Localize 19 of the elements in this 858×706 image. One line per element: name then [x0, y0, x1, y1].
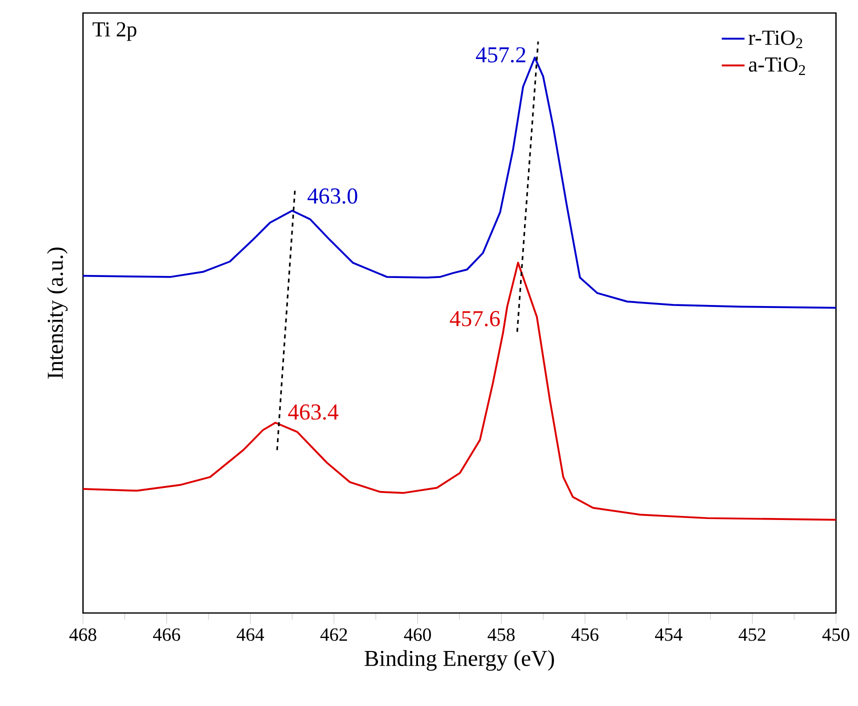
x-tick-label: 464 [236, 628, 264, 641]
text: Ti 2p [92, 22, 136, 41]
x-tick-label: 466 [153, 628, 180, 641]
x-tick-label: 462 [320, 628, 347, 641]
x-tick-label: 450 [822, 628, 850, 641]
y-axis-title: Intensity (a.u.) [47, 248, 68, 379]
x-tick-label: 468 [69, 628, 96, 641]
annotation: 463.4 [288, 404, 338, 420]
x-tick-label: 456 [571, 628, 598, 641]
annotation: 457.2 [476, 47, 526, 63]
x-tick-label: 458 [488, 628, 515, 641]
legend-label: r-TiO$_{2}$ [748, 30, 802, 48]
annotation: 457.6 [450, 311, 500, 326]
annotation: 463.0 [308, 188, 358, 204]
x-tick-label: 460 [404, 628, 431, 641]
legend-label: a-TiO$_{2}$ [748, 57, 805, 75]
x-tick-label: 454 [655, 628, 682, 641]
x-tick-label: 452 [738, 628, 766, 641]
x-axis-title: Binding Energy (eV) [364, 650, 554, 671]
